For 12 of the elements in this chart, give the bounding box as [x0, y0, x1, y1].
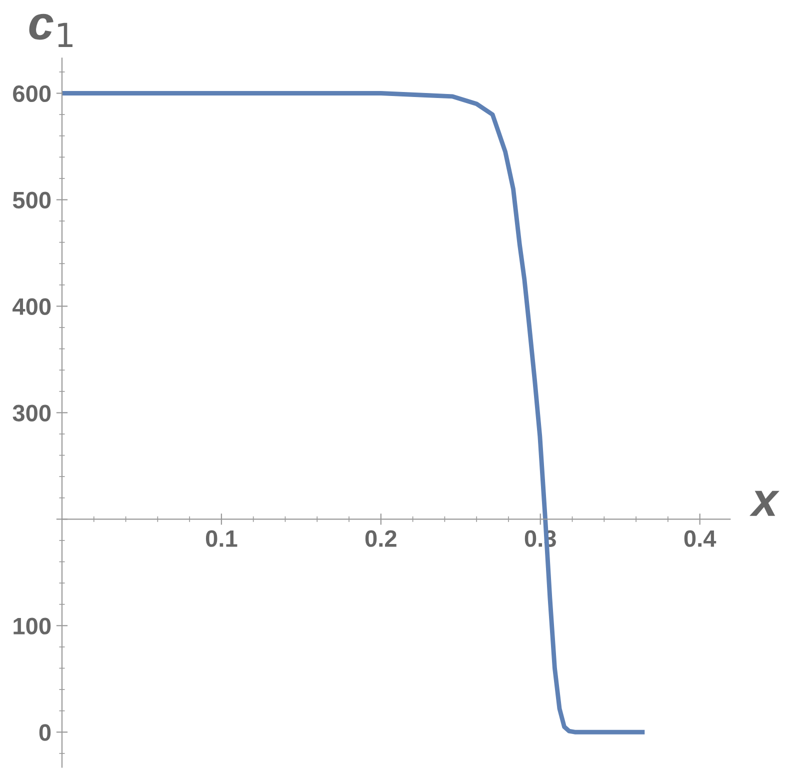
y-tick-label: 100 — [14, 618, 51, 634]
line-series — [62, 91, 645, 734]
x-tick-label: 0.4 — [684, 530, 716, 547]
y-tick-label: 400 — [12, 298, 51, 315]
y-tick-label: 0 — [39, 724, 51, 741]
y-tick-label: 500 — [12, 192, 51, 209]
x-tick-label: 0.1 — [206, 530, 238, 547]
x-axis-title: x — [750, 490, 780, 516]
y-axis-title: c$_{1}$ — [29, 14, 72, 47]
y-tick-label: 300 — [12, 404, 51, 422]
y-tick-label: 600 — [13, 85, 51, 102]
x-tick-label: 0.2 — [365, 530, 396, 547]
